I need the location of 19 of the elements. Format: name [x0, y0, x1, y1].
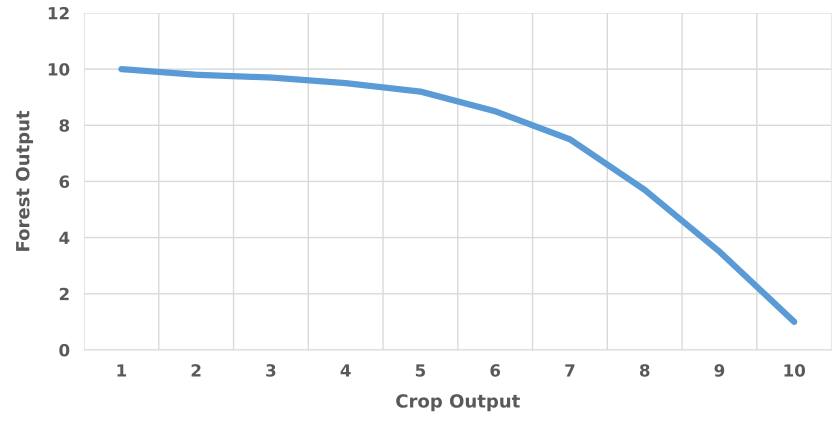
x-tick-label: 4	[340, 364, 351, 376]
x-tick-label: 10	[784, 364, 806, 377]
x-tick-label: 5	[416, 364, 426, 377]
x-tick-label: 8	[640, 364, 650, 377]
y-tick-label: 2	[60, 288, 69, 300]
x-tick-label: 3	[266, 364, 276, 377]
y-tick-label: 0	[59, 344, 70, 356]
y-tick-label: 8	[60, 119, 70, 132]
y-tick-label: 12	[48, 6, 69, 20]
x-tick-label: 6	[490, 364, 500, 377]
x-tick-label: 1	[117, 364, 126, 376]
x-tick-label: 7	[565, 364, 574, 376]
y-tick-label: 4	[59, 232, 70, 244]
y-axis-title: Forest Output	[16, 110, 34, 251]
y-tick-label: 10	[48, 63, 70, 76]
x-axis-title: Crop Output	[396, 394, 520, 412]
x-tick-label: 2	[192, 364, 200, 376]
x-tick-label: 9	[714, 364, 724, 377]
y-tick-label: 6	[60, 175, 70, 188]
